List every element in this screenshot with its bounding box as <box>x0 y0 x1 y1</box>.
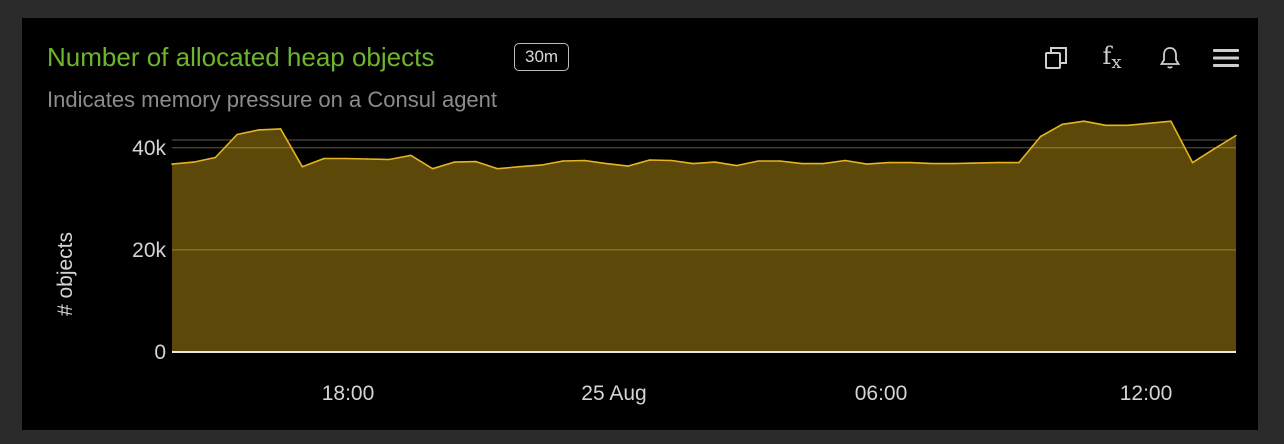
data-point <box>171 163 173 165</box>
panel-subtitle: Indicates memory pressure on a Consul ag… <box>47 87 498 112</box>
data-point <box>1104 124 1107 127</box>
data-point <box>192 161 195 163</box>
fx-icon-f: f <box>1102 42 1112 70</box>
series-area <box>172 121 1236 352</box>
data-point <box>909 161 912 164</box>
data-point <box>1061 123 1064 126</box>
data-point <box>974 162 977 164</box>
data-point <box>627 165 629 167</box>
data-point <box>714 161 716 163</box>
data-point <box>670 159 673 162</box>
data-point <box>757 160 760 162</box>
y-tick-label: 40k <box>132 137 166 160</box>
data-point <box>1235 134 1237 137</box>
y-tick-label: 0 <box>154 341 166 364</box>
data-point <box>540 164 542 166</box>
x-tick-label: 18:00 <box>322 382 375 405</box>
data-point <box>214 156 217 159</box>
data-point <box>931 162 933 165</box>
panel-title[interactable]: Number of allocated heap objects <box>47 42 435 72</box>
data-point <box>866 163 868 165</box>
data-point <box>344 157 347 160</box>
fx-icon-x: x <box>1111 52 1122 73</box>
data-point <box>996 161 998 164</box>
data-point <box>1126 124 1129 127</box>
time-range-badge[interactable]: 30m <box>514 43 570 71</box>
data-point <box>453 161 456 163</box>
data-point <box>800 162 803 165</box>
data-point <box>496 167 499 170</box>
data-point <box>735 164 738 167</box>
area-chart: 0 20k 40k 18:00 25 Aug 06:00 12:00 # objects <box>54 120 1237 405</box>
data-point <box>1191 161 1194 164</box>
data-point <box>366 158 369 160</box>
data-point <box>236 133 238 136</box>
data-point <box>822 162 825 165</box>
data-point <box>1039 135 1042 138</box>
data-point <box>1213 148 1216 150</box>
data-point <box>952 162 955 165</box>
data-point <box>518 165 521 168</box>
fx-icon[interactable]: fx <box>1096 42 1128 74</box>
data-point <box>887 161 890 164</box>
data-point <box>388 158 390 161</box>
data-point <box>1148 122 1150 125</box>
data-point <box>844 159 846 162</box>
data-point <box>1083 120 1085 122</box>
menu-icon[interactable] <box>1210 42 1242 74</box>
data-point <box>1018 161 1020 164</box>
data-point <box>779 160 781 162</box>
x-tick-label: 25 Aug <box>581 382 646 405</box>
data-point <box>431 167 434 170</box>
x-tick-label: 12:00 <box>1120 382 1173 405</box>
data-point <box>692 162 694 165</box>
data-point <box>258 129 260 131</box>
y-axis-label: # objects <box>54 232 77 316</box>
data-point <box>475 160 477 163</box>
data-point <box>301 165 304 168</box>
data-point <box>410 154 412 157</box>
data-point <box>323 157 325 160</box>
y-tick-label: 20k <box>132 239 166 262</box>
data-point <box>648 159 651 161</box>
copy-icon[interactable] <box>1040 42 1072 74</box>
data-point <box>605 162 608 165</box>
bell-icon[interactable] <box>1154 42 1186 74</box>
data-point <box>583 159 586 162</box>
chart-panel: Number of allocated heap objects 30m Ind… <box>22 18 1258 430</box>
data-point <box>279 128 282 130</box>
data-point <box>1170 120 1172 122</box>
data-point <box>562 160 564 162</box>
series-line <box>171 120 1237 170</box>
x-tick-label: 06:00 <box>855 382 908 405</box>
